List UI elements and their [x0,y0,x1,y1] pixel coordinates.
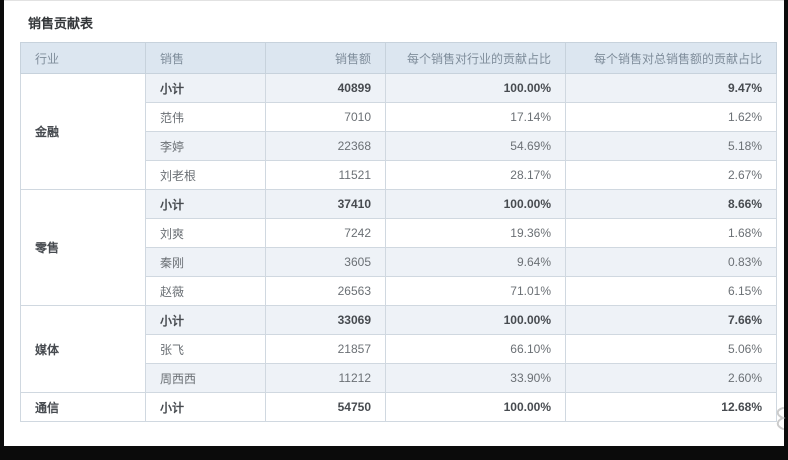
table-row: 刘爽 7242 19.36% 1.68% [21,218,777,248]
industry-contribution-cell: 71.01% [385,276,566,306]
sales-contribution-table: 行业 销售 销售额 每个销售对行业的贡献占比 每个销售对总销售额的贡献占比 金融… [20,42,777,422]
salesperson-cell: 秦刚 [145,247,266,277]
table-row: 通信 小计 54750 100.00% 12.68% [20,392,777,422]
window-left-edge [0,0,4,458]
salesperson-cell: 小计 [145,73,266,103]
col-header-industry-contribution: 每个销售对行业的贡献占比 [385,42,566,74]
industry-contribution-cell: 17.14% [385,102,566,132]
table-row: 周西西 11212 33.90% 2.60% [21,363,777,393]
scroll-hint-icon [776,407,786,430]
salesperson-cell: 张飞 [145,334,266,364]
total-contribution-cell: 6.15% [565,276,777,306]
table-row: 零售 小计 37410 100.00% 8.66% [20,189,777,306]
total-contribution-cell: 2.60% [565,363,777,393]
col-header-salesperson: 销售 [145,42,266,74]
salesperson-cell: 刘爽 [145,218,266,248]
sales-amount-cell: 54750 [265,392,386,422]
total-contribution-cell: 12.68% [565,392,777,422]
industry-cell: 媒体 [20,305,146,393]
table-row: 李婷 22368 54.69% 5.18% [21,131,777,161]
table-row: 张飞 21857 66.10% 5.06% [21,334,777,364]
industry-cell: 通信 [20,392,146,422]
total-contribution-cell: 7.66% [565,305,777,335]
salesperson-cell: 范伟 [145,102,266,132]
salesperson-cell: 李婷 [145,131,266,161]
sales-amount-cell: 37410 [265,189,386,219]
total-contribution-cell: 1.62% [565,102,777,132]
sales-amount-cell: 7010 [265,102,386,132]
col-header-total-contribution: 每个销售对总销售额的贡献占比 [565,42,777,74]
sales-amount-cell: 22368 [265,131,386,161]
page-title: 销售贡献表 [28,16,94,31]
window-top-edge [0,0,788,1]
industry-contribution-cell: 19.36% [385,218,566,248]
table-row: 赵薇 26563 71.01% 6.15% [21,276,777,306]
sales-amount-cell: 33069 [265,305,386,335]
table-header-row: 行业 销售 销售额 每个销售对行业的贡献占比 每个销售对总销售额的贡献占比 [20,42,777,74]
industry-contribution-cell: 100.00% [385,73,566,103]
total-contribution-cell: 5.18% [565,131,777,161]
salesperson-cell: 赵薇 [145,276,266,306]
salesperson-cell: 小计 [145,189,266,219]
window-right-edge [784,0,788,460]
table-row: 秦刚 3605 9.64% 0.83% [21,247,777,277]
industry-cell: 金融 [20,73,146,190]
table-row: 媒体 小计 33069 100.00% 7.66% [20,305,777,393]
sales-amount-cell: 3605 [265,247,386,277]
industry-contribution-cell: 100.00% [385,189,566,219]
total-contribution-cell: 1.68% [565,218,777,248]
total-contribution-cell: 9.47% [565,73,777,103]
table-row: 范伟 7010 17.14% 1.62% [21,102,777,132]
col-header-industry: 行业 [20,42,146,74]
salesperson-cell: 周西西 [145,363,266,393]
salesperson-cell: 刘老根 [145,160,266,190]
sales-amount-cell: 26563 [265,276,386,306]
col-header-sales-amount: 销售额 [265,42,386,74]
industry-contribution-cell: 28.17% [385,160,566,190]
industry-contribution-cell: 100.00% [385,305,566,335]
industry-contribution-cell: 33.90% [385,363,566,393]
sales-amount-cell: 40899 [265,73,386,103]
industry-contribution-cell: 100.00% [385,392,566,422]
total-contribution-cell: 2.67% [565,160,777,190]
industry-contribution-cell: 9.64% [385,247,566,277]
table-row: 刘老根 11521 28.17% 2.67% [21,160,777,190]
industry-contribution-cell: 54.69% [385,131,566,161]
table-row: 金融 小计 40899 100.00% 9.47% [20,73,777,190]
salesperson-cell: 小计 [145,392,266,422]
total-contribution-cell: 5.06% [565,334,777,364]
sales-amount-cell: 7242 [265,218,386,248]
industry-contribution-cell: 66.10% [385,334,566,364]
sales-amount-cell: 11521 [265,160,386,190]
industry-cell: 零售 [20,189,146,306]
window-bottom-edge [0,446,788,460]
sales-amount-cell: 21857 [265,334,386,364]
salesperson-cell: 小计 [145,305,266,335]
total-contribution-cell: 8.66% [565,189,777,219]
total-contribution-cell: 0.83% [565,247,777,277]
sales-amount-cell: 11212 [265,363,386,393]
